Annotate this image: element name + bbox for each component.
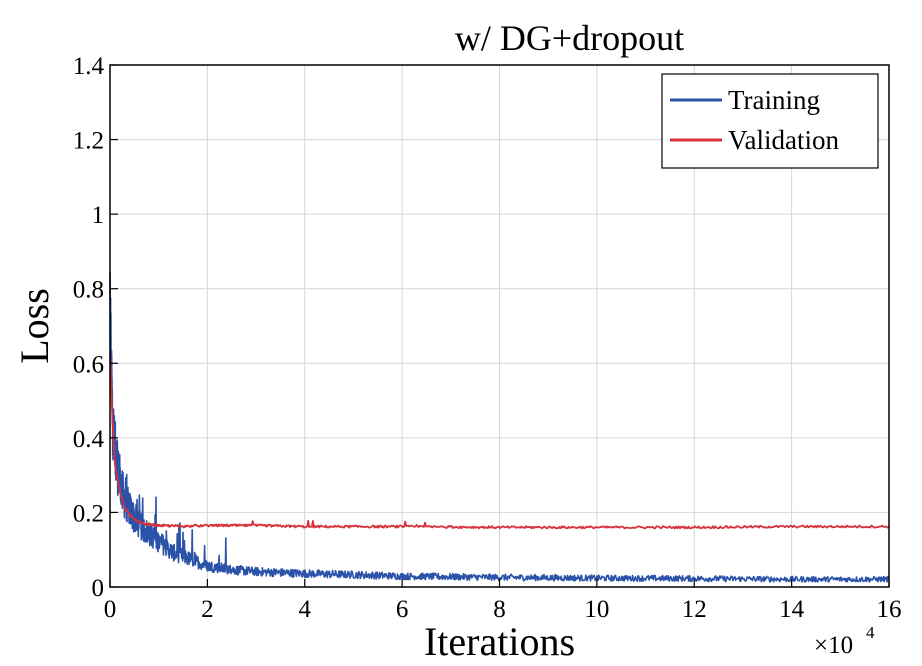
y-axis-title: Loss: [12, 288, 57, 364]
x-tick-label: 8: [493, 596, 506, 623]
y-tick-label: 1.4: [73, 53, 105, 80]
x-axis-title: Iterations: [424, 619, 575, 664]
series-lines: [109, 271, 890, 583]
y-tick-label: 0.6: [73, 351, 104, 378]
x-tick-label: 0: [104, 596, 117, 623]
y-tick-label: 0: [92, 575, 105, 602]
x-tick-label: 10: [584, 596, 609, 623]
legend-label-training: Training: [728, 85, 820, 115]
y-tick-label: 1: [92, 202, 105, 229]
x-tick-label: 16: [877, 596, 902, 623]
y-tick-label: 0.2: [73, 500, 104, 527]
x-axis-multiplier: ×10: [814, 632, 853, 659]
legend: Training Validation: [661, 73, 879, 169]
x-axis-multiplier-exponent: 4: [866, 623, 875, 642]
legend-box: [661, 73, 879, 169]
x-tick-label: 6: [396, 596, 409, 623]
y-tick-label: 0.4: [73, 426, 105, 453]
series-line-training: [109, 271, 890, 583]
series-line-validation: [109, 355, 890, 530]
y-tick-label: 0.8: [73, 277, 104, 304]
x-tick-label: 4: [299, 596, 312, 623]
x-tick-label: 12: [682, 596, 707, 623]
legend-label-validation: Validation: [728, 125, 839, 155]
chart-title: w/ DG+dropout: [455, 18, 684, 58]
x-tick-label: 2: [201, 596, 214, 623]
y-tick-label: 1.2: [73, 128, 104, 155]
x-tick-label: 14: [779, 596, 805, 623]
ticks: 0 2 4 6 8 10 12 14 16 0 0.2 0.4 0.6 0.8 1 1.2 1.4: [73, 53, 902, 623]
